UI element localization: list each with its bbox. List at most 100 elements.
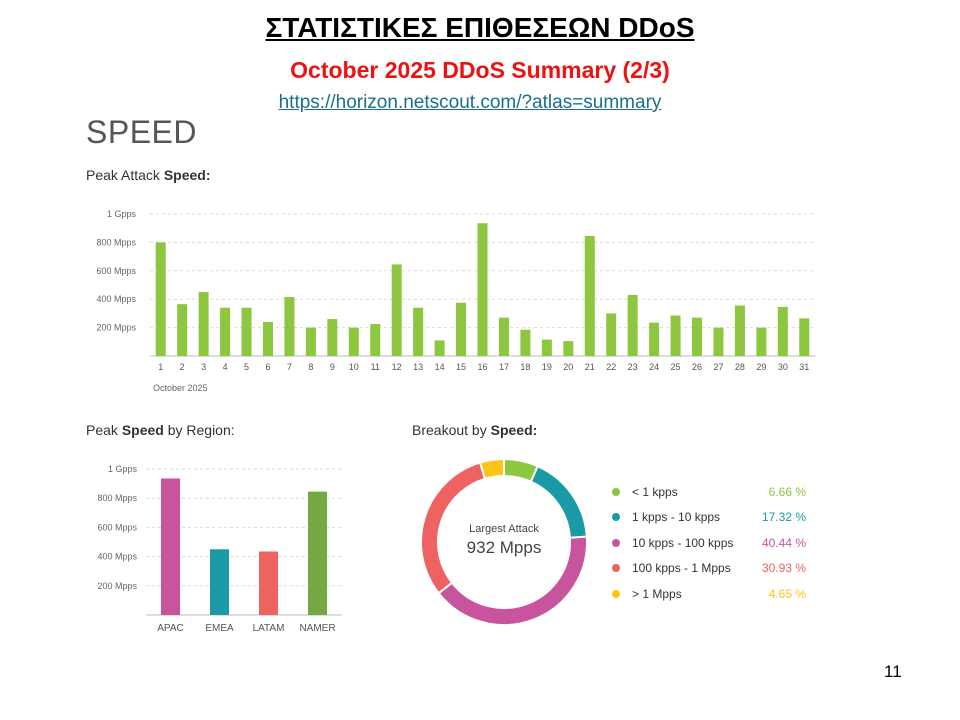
legend-label: > 1 Mpps	[632, 586, 682, 601]
bar-day-15	[456, 302, 467, 356]
bar-day-28	[734, 305, 745, 356]
bar-day-23	[627, 294, 638, 356]
x-tick-label: 22	[606, 362, 616, 372]
bar-day-20	[563, 341, 574, 356]
bar-day-26	[692, 317, 703, 356]
x-tick-label: 6	[265, 362, 270, 372]
x-tick-label: 31	[799, 362, 809, 372]
legend-item: > 1 Mpps 4.65 %	[612, 586, 812, 611]
y-tick-label: 200 Mpps	[96, 323, 136, 333]
x-tick-label: 9	[330, 362, 335, 372]
bar-region-emea	[210, 549, 229, 615]
legend-item: < 1 kpps 6.66 %	[612, 484, 812, 509]
slide-title: ΣΤΑΤΙΣΤΙΚΕΣ ΕΠΙΘΕΣΕΩΝ DDoS	[265, 12, 695, 43]
bar-day-3	[198, 292, 209, 356]
bar-day-18	[520, 329, 531, 356]
legend-label: 1 kpps - 10 kpps	[632, 510, 721, 525]
legend-item: 100 kpps - 1 Mpps 30.93 %	[612, 560, 812, 585]
legend-swatch	[612, 538, 620, 547]
x-tick-label: 8	[308, 362, 313, 372]
x-tick-label: LATAM	[253, 623, 285, 634]
x-tick-label: 25	[671, 362, 681, 372]
speed-heading: SPEED	[86, 114, 197, 150]
x-tick-label: 24	[649, 362, 659, 372]
x-tick-label: 23	[628, 362, 638, 372]
donut-slice-5	[478, 457, 505, 481]
bar-day-11	[370, 324, 381, 356]
y-tick-label: 200 Mpps	[97, 581, 137, 591]
x-tick-label: 13	[413, 362, 423, 372]
legend-value: 17.32 %	[761, 510, 806, 525]
x-tick-label: 3	[201, 362, 206, 372]
bar-day-30	[777, 307, 788, 356]
legend-value: 40.44 %	[761, 535, 806, 550]
bar-day-4	[220, 307, 231, 356]
x-tick-label: 11	[371, 362, 380, 372]
bar-day-29	[756, 327, 767, 356]
breakout-legend: < 1 kpps 6.66 % 1 kpps - 10 kpps 17.32 % 10 …	[612, 484, 812, 611]
bar-day-12	[391, 264, 402, 356]
bar-day-25	[670, 315, 681, 356]
x-tick-label: 19	[542, 362, 552, 372]
bar-day-24	[649, 322, 660, 356]
x-tick-label: 28	[735, 362, 745, 372]
legend-value: 30.93 %	[761, 561, 806, 576]
y-tick-label: 1 Gpps	[108, 464, 138, 474]
breakout-by-speed-label: Breakout by Speed:	[412, 422, 538, 438]
peak-speed-by-region-chart: 200 Mpps 400 Mpps 600 Mpps 800 Mpps 1 Gpps AP…	[97, 464, 342, 634]
y-tick-label: 400 Mpps	[97, 552, 137, 562]
legend-value: 6.66 %	[768, 485, 806, 499]
x-tick-label: 29	[756, 362, 766, 372]
x-axis-label: October 2025	[153, 383, 208, 393]
x-tick-label: 18	[520, 362, 530, 372]
x-tick-label: 10	[349, 362, 359, 372]
y-tick-label: 1 Gpps	[107, 209, 137, 219]
bar-day-2	[177, 304, 188, 356]
x-tick-label: 20	[563, 362, 573, 372]
donut-center-value: 932 Mpps	[467, 538, 542, 557]
source-link[interactable]: https://horizon.netscout.com/?atlas=summ…	[278, 92, 662, 113]
bar-region-apac	[161, 478, 180, 615]
legend-swatch	[612, 564, 620, 573]
x-tick-label: 21	[585, 362, 595, 372]
donut-slice-2	[529, 464, 588, 539]
x-tick-label: 7	[287, 362, 292, 372]
x-tick-label: 16	[477, 362, 487, 372]
bar-day-16	[477, 223, 488, 356]
legend-value: 4.65 %	[768, 586, 806, 601]
bar-day-31	[799, 318, 810, 356]
x-tick-label: 5	[244, 362, 249, 372]
bar-day-6	[262, 321, 273, 356]
legend-item: 1 kpps - 10 kpps 17.32 %	[612, 509, 812, 534]
x-tick-label: 26	[692, 362, 702, 372]
x-tick-label: 17	[499, 362, 509, 372]
bar-day-19	[541, 339, 552, 356]
y-tick-label: 600 Mpps	[96, 266, 136, 276]
bar-day-27	[713, 327, 724, 356]
bar-region-latam	[259, 551, 278, 615]
page-number: 11	[884, 662, 902, 681]
legend-label: < 1 kpps	[632, 485, 678, 499]
legend-label: 10 kpps - 100 kpps	[632, 535, 734, 550]
x-tick-label: 1	[158, 362, 163, 372]
slide-subtitle: October 2025 DDoS Summary (2/3)	[290, 57, 670, 83]
x-tick-label: 2	[180, 362, 185, 372]
bar-day-13	[413, 307, 424, 356]
bar-day-5	[241, 307, 252, 356]
x-tick-label: 14	[435, 362, 445, 372]
x-tick-label: 15	[456, 362, 466, 372]
bar-day-8	[305, 327, 316, 356]
peak-speed-by-region-label: Peak Speed by Region:	[86, 422, 235, 438]
bar-day-21	[584, 236, 595, 356]
breakout-donut-chart: Largest Attack 932 Mpps	[420, 457, 588, 626]
legend-swatch	[612, 589, 620, 598]
bar-day-9	[327, 319, 338, 356]
bar-day-7	[284, 297, 295, 356]
bar-day-17	[498, 317, 509, 356]
y-tick-label: 800 Mpps	[97, 493, 137, 503]
x-tick-label: 30	[778, 362, 788, 372]
bar-day-22	[606, 313, 617, 356]
x-tick-label: 27	[713, 362, 723, 372]
y-tick-label: 800 Mpps	[96, 237, 136, 247]
